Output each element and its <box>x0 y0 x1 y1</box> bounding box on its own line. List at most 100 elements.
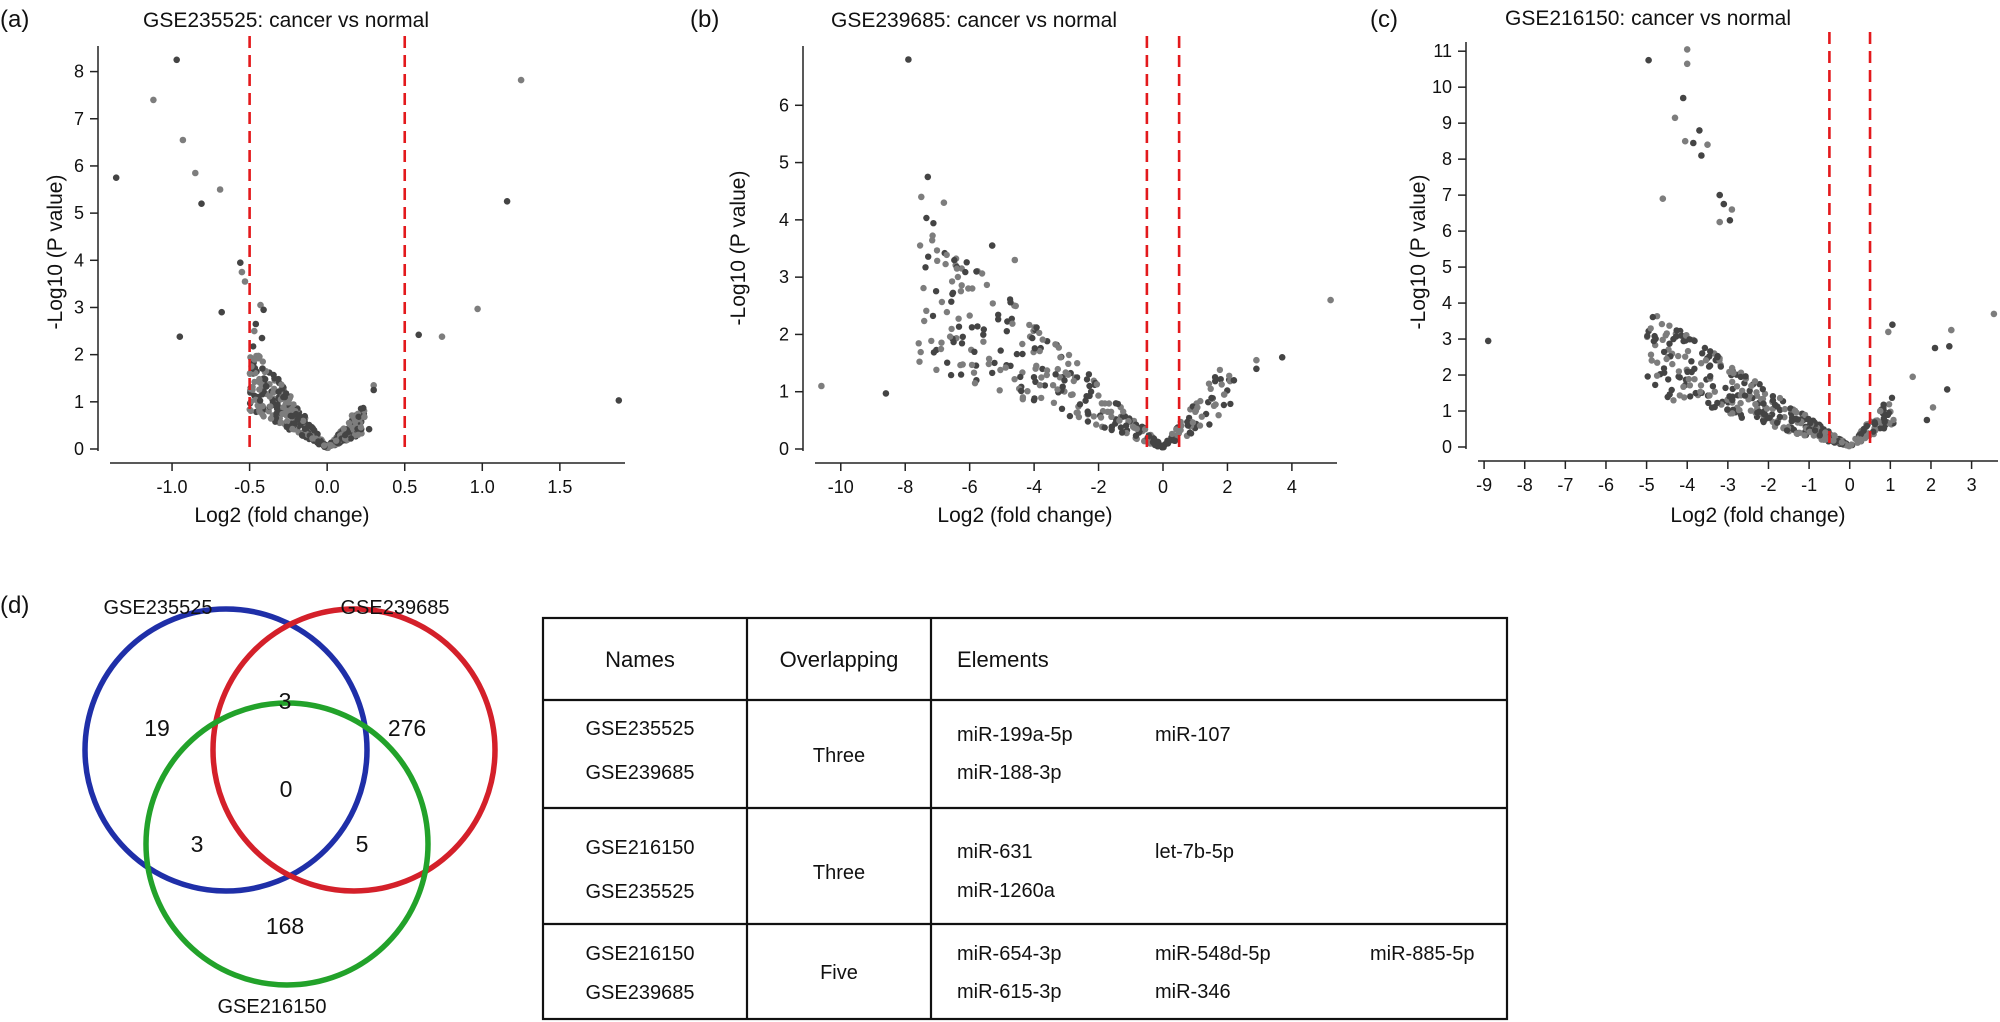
data-point <box>934 257 941 264</box>
data-point <box>1704 141 1711 148</box>
x-axis-title-b: Log2 (fold change) <box>937 504 1112 527</box>
data-point <box>1724 406 1731 413</box>
row2-element: miR-631 <box>957 841 1033 863</box>
data-point <box>1686 382 1694 389</box>
data-point <box>1675 368 1683 375</box>
data-point <box>300 417 307 424</box>
x-tick-label: 1 <box>1885 475 1895 495</box>
data-point <box>938 339 945 346</box>
data-point <box>1885 401 1893 408</box>
data-point <box>985 360 992 368</box>
data-point <box>1065 351 1073 359</box>
data-point <box>1783 427 1791 434</box>
y-tick-label: 0 <box>1442 437 1452 457</box>
x-axis-title-a: Log2 (fold change) <box>194 504 369 527</box>
data-point <box>1054 365 1062 373</box>
data-point <box>1760 400 1767 407</box>
panel-label-d: (d) <box>0 592 29 619</box>
data-point <box>1670 397 1677 404</box>
data-point <box>1707 348 1714 355</box>
x-tick-label: -3 <box>1720 475 1736 495</box>
data-point <box>1484 337 1492 345</box>
data-point <box>283 407 290 415</box>
data-point <box>1701 344 1709 352</box>
data-point <box>1647 325 1654 332</box>
data-point <box>266 393 273 400</box>
data-point <box>1806 428 1813 435</box>
data-point <box>932 288 940 295</box>
data-point <box>1217 376 1224 383</box>
data-point <box>933 247 941 254</box>
data-point <box>1654 359 1661 366</box>
data-point <box>1776 413 1784 421</box>
data-point <box>1737 373 1745 381</box>
data-point <box>1682 353 1689 360</box>
header-names: Names <box>605 647 675 672</box>
data-point <box>1220 391 1228 398</box>
data-point <box>1678 332 1685 339</box>
data-point <box>968 361 976 369</box>
data-point <box>1871 419 1878 426</box>
x-tick-label: 0.0 <box>315 477 340 497</box>
header-overlapping: Overlapping <box>780 647 899 672</box>
data-point <box>517 76 525 84</box>
data-point <box>1004 318 1011 325</box>
data-point <box>1061 377 1068 384</box>
data-point <box>971 380 979 387</box>
data-point <box>179 136 187 144</box>
data-point <box>973 268 980 275</box>
data-point <box>1205 380 1213 387</box>
data-point <box>294 416 301 423</box>
data-point <box>1159 444 1166 451</box>
data-point <box>1688 358 1695 365</box>
data-point <box>1711 388 1719 395</box>
data-point <box>1717 363 1725 370</box>
data-point <box>958 340 966 347</box>
data-point <box>1705 399 1712 407</box>
data-point <box>415 331 423 339</box>
data-point <box>1086 382 1093 390</box>
data-point <box>1067 391 1075 399</box>
x-tick-label: -2 <box>1091 477 1107 497</box>
data-point <box>321 442 328 449</box>
data-point <box>1150 437 1158 445</box>
row1-overlapping: Three <box>813 745 865 767</box>
data-point <box>251 378 258 386</box>
data-point <box>283 423 290 430</box>
data-point <box>256 397 264 404</box>
data-point <box>370 386 378 394</box>
data-point <box>1013 350 1021 358</box>
data-point <box>1653 372 1661 379</box>
data-point <box>1645 56 1652 64</box>
data-point <box>1038 374 1045 381</box>
data-point <box>1230 377 1238 384</box>
threshold-lines-a <box>248 36 407 451</box>
data-point <box>1006 296 1014 303</box>
data-point <box>112 174 120 181</box>
venn-count-gse235525-gse216150: 3 <box>191 831 204 857</box>
row2-overlapping: Three <box>813 862 865 884</box>
data-point <box>1036 382 1044 389</box>
data-point <box>923 307 930 314</box>
data-point <box>257 301 264 309</box>
y-tick-label: 2 <box>1442 365 1452 385</box>
data-point <box>256 386 263 393</box>
data-point <box>1746 392 1753 399</box>
x-tick-label: -6 <box>1598 475 1614 495</box>
data-point <box>1207 385 1214 392</box>
data-point <box>950 338 957 346</box>
data-point <box>1208 394 1215 402</box>
data-point <box>1666 340 1673 347</box>
data-point <box>920 284 927 292</box>
data-point <box>1065 360 1072 367</box>
data-point <box>237 259 244 267</box>
table-border <box>541 616 1509 1021</box>
x-tick-label: -6 <box>962 477 978 497</box>
data-point <box>1706 392 1713 399</box>
data-point <box>1697 382 1705 389</box>
data-point <box>1769 393 1777 400</box>
data-point <box>1763 405 1771 412</box>
data-point <box>173 56 180 64</box>
data-point <box>259 365 266 372</box>
data-point <box>1687 393 1694 400</box>
